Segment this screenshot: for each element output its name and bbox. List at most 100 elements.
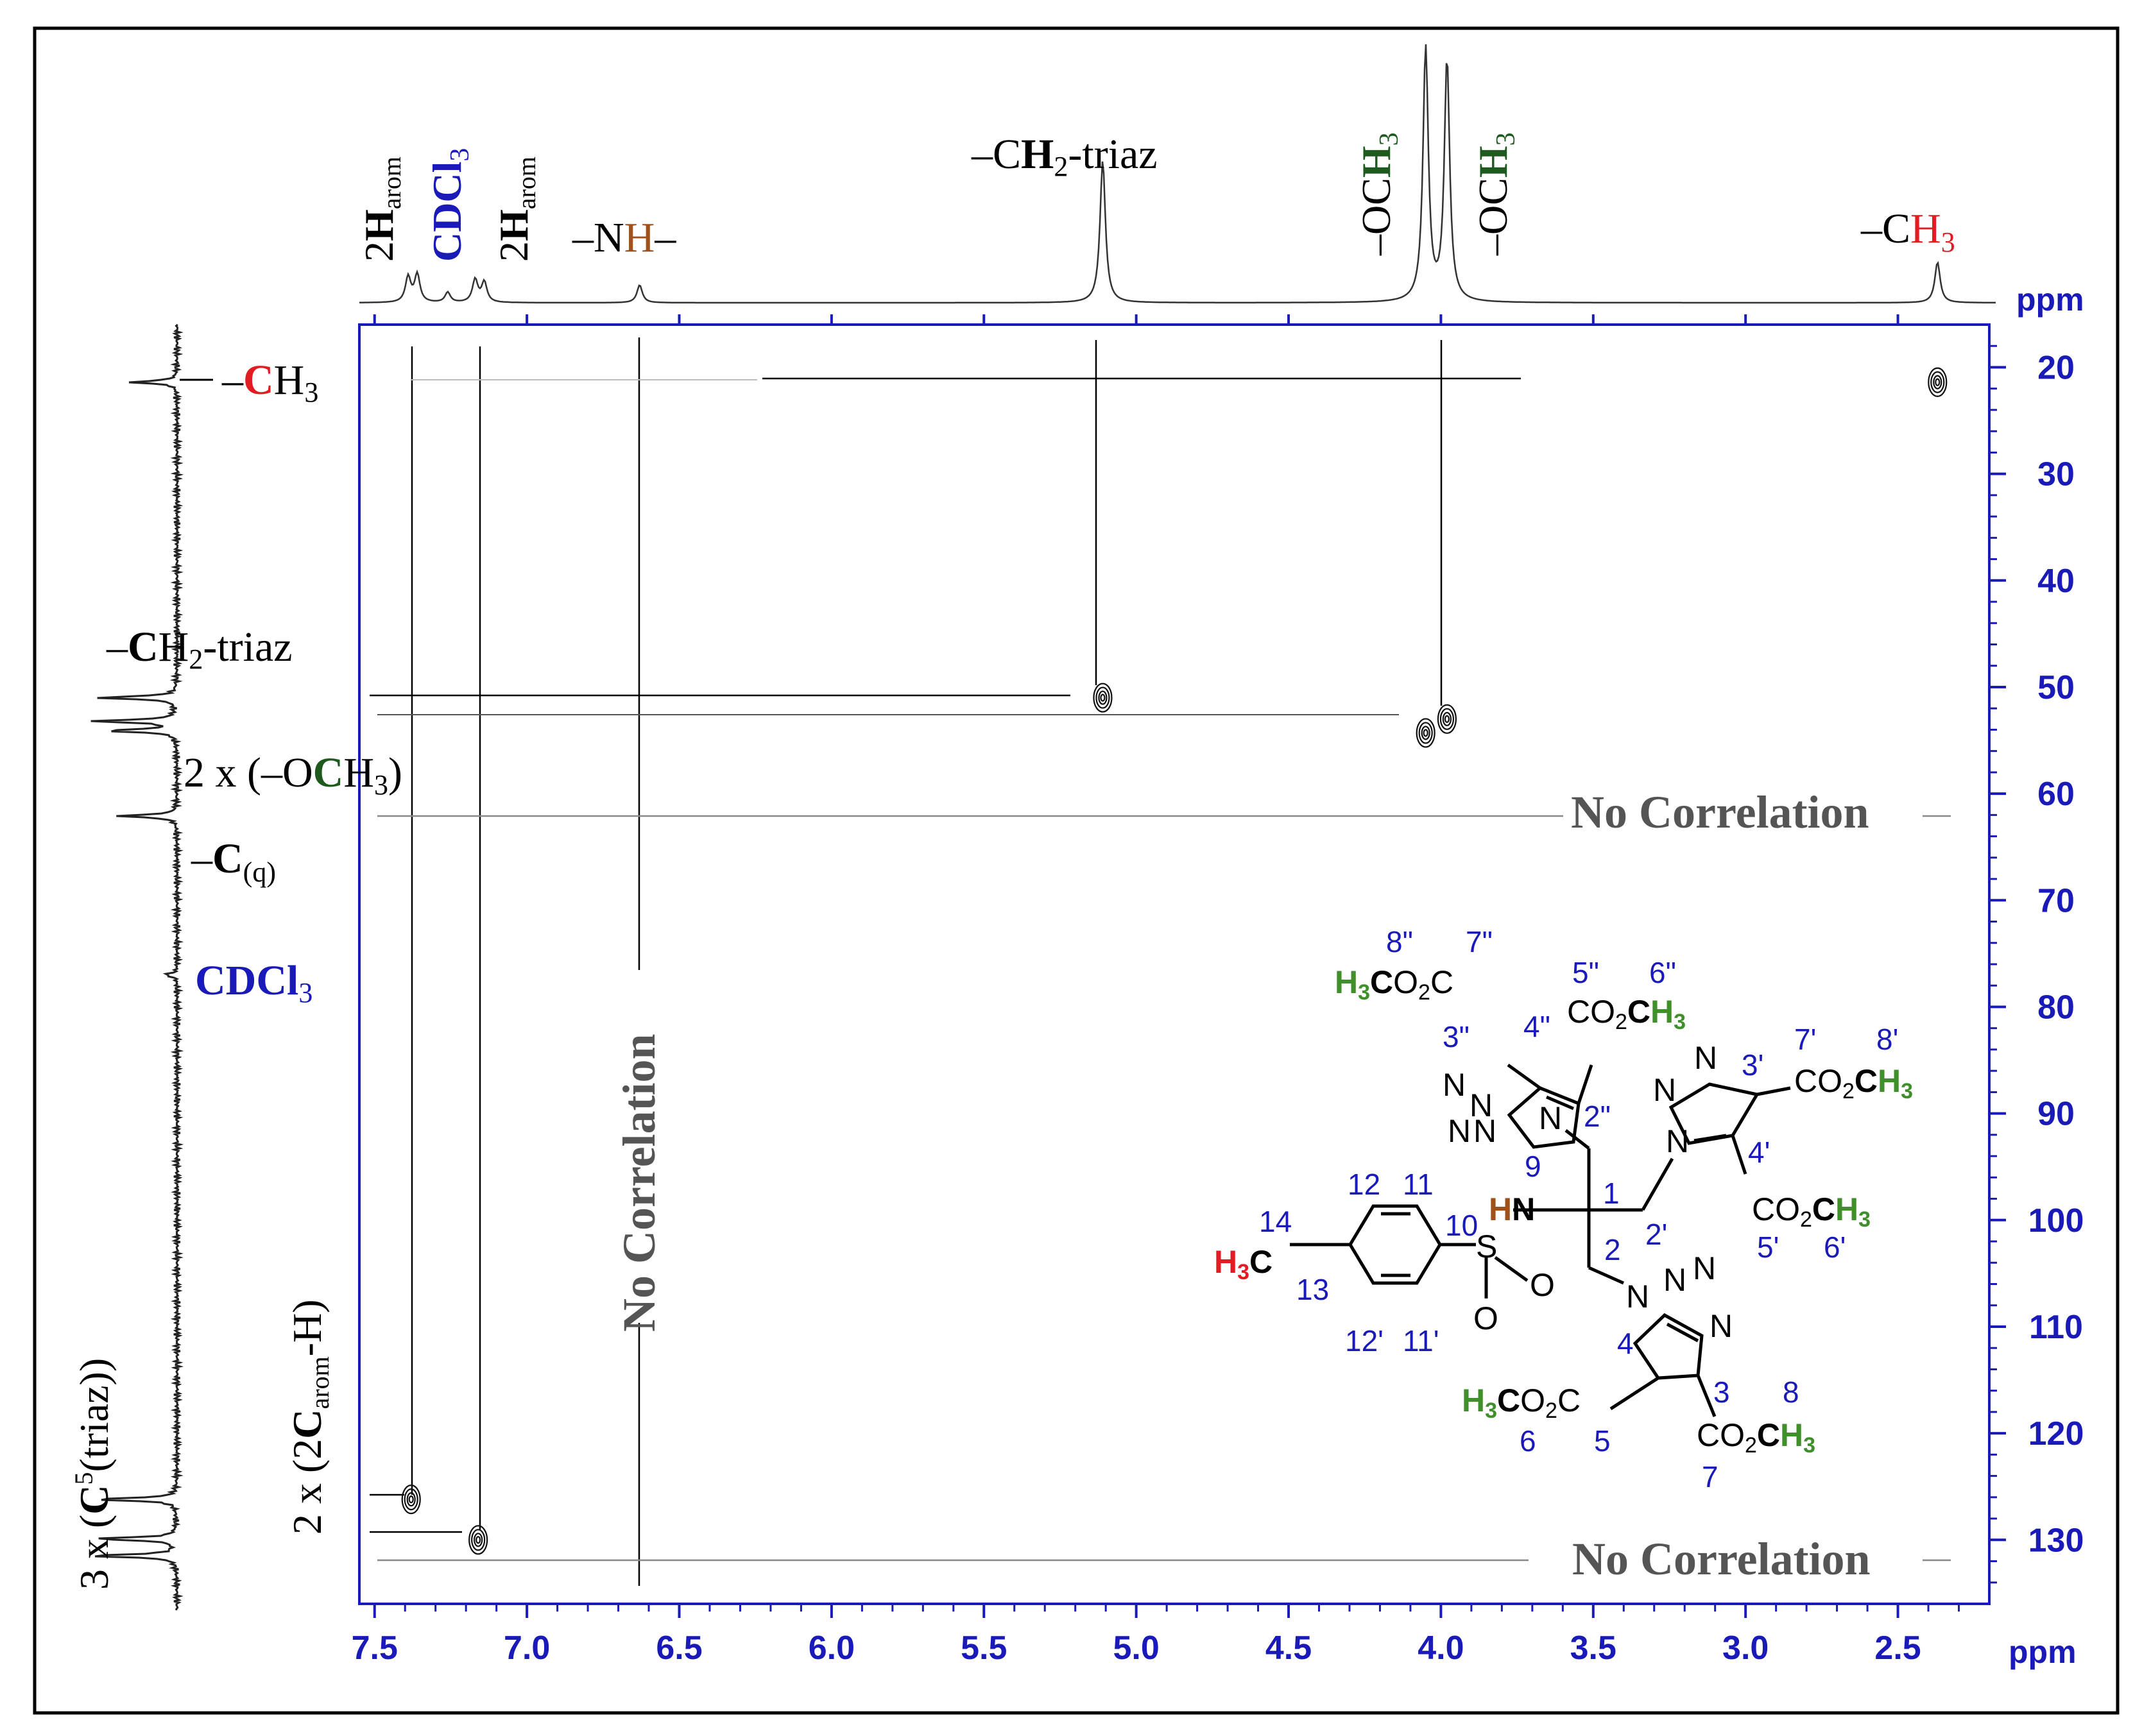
outer-frame — [33, 26, 2120, 1715]
locant: 7' — [1794, 1023, 1816, 1056]
locant: 6 — [1520, 1424, 1536, 1458]
cross-peak-contour — [1930, 371, 1945, 393]
atom-n: N — [1470, 1087, 1493, 1123]
locant: 12' — [1345, 1324, 1384, 1357]
x-tick-label: 7.0 — [504, 1630, 550, 1667]
locant: 5' — [1757, 1230, 1779, 1264]
cross-peak — [1416, 718, 1435, 748]
y-tick-label: 50 — [2037, 669, 2075, 706]
locant: 5 — [1594, 1424, 1611, 1458]
cross-peak — [401, 1485, 421, 1515]
cross-peak-contour — [1933, 375, 1942, 389]
x-tick-label: 6.0 — [809, 1630, 855, 1667]
top-vlabel-och3-1: –OCH3 — [1353, 132, 1404, 256]
x-axis-unit: ppm — [2009, 1634, 2077, 1670]
cross-peak-contour — [1095, 686, 1110, 709]
y-tick-label: 130 — [2028, 1522, 2084, 1559]
left-label-ch3: –CH3 — [221, 357, 318, 408]
cross-peak-contour — [408, 1495, 414, 1504]
top-label-nh: –NH– — [572, 214, 676, 261]
group-h3co2c-top: H3CO2C — [1335, 964, 1453, 1005]
locant: 8" — [1386, 925, 1413, 958]
atom-n: N — [1443, 1067, 1466, 1103]
top-vlabel-och3-2: –OCH3 — [1470, 132, 1521, 256]
y-tick-label: 100 — [2028, 1202, 2084, 1239]
locant: 10 — [1445, 1209, 1478, 1242]
plot-frame — [358, 323, 1991, 1605]
top-label-ch2-triaz: –CH2-triaz — [971, 131, 1158, 182]
correlation-lines — [370, 337, 1951, 1586]
y-tick-label: 40 — [2037, 563, 2075, 600]
locant: 7" — [1466, 925, 1493, 958]
cross-peak-contour — [1418, 722, 1433, 744]
cross-peak-contour — [471, 1529, 486, 1551]
proton-spectrum-trace — [359, 44, 1996, 304]
x-tick-label: 4.0 — [1418, 1630, 1464, 1667]
left-label-cdcl3: CDCl3 — [195, 957, 313, 1008]
group-h3co2c-bottom: H3CO2C — [1462, 1383, 1581, 1423]
top-vlabel-2harom-1: 2Harom — [356, 157, 406, 262]
cross-peak-contour — [406, 1492, 416, 1507]
locant: 6" — [1649, 956, 1676, 989]
atom-n: N — [1626, 1279, 1649, 1315]
group-co2ch3-3: CO2CH3 — [1697, 1417, 1815, 1458]
no-correlation-label-1: No Correlation — [1571, 787, 1869, 838]
atom-n: N — [1693, 1250, 1716, 1286]
cross-peak-contour — [1093, 683, 1113, 713]
atom-n: N — [1448, 1113, 1471, 1149]
x-tick-label: 7.5 — [352, 1630, 398, 1667]
locant: 13 — [1296, 1273, 1329, 1306]
cross-peak-contour — [1098, 690, 1108, 705]
left-label-ch2-triaz: –CH2-triaz — [106, 624, 293, 675]
benzene-ring — [1348, 1204, 1442, 1285]
y-tick-label: 30 — [2037, 456, 2075, 493]
triazole-ring-prime — [1668, 1082, 1760, 1145]
cross-peak-contour — [476, 1536, 481, 1544]
y-tick-label: 110 — [2029, 1309, 2083, 1346]
proton-spectrum — [359, 44, 1996, 304]
molecular-structure — [1290, 1063, 1791, 1417]
y-tick-label: 80 — [2037, 989, 2075, 1026]
cross-peak — [1437, 704, 1457, 734]
cross-peak-contour — [474, 1533, 483, 1547]
cross-peak-contour — [468, 1525, 488, 1555]
carbon-spectrum — [90, 323, 184, 1611]
atom-n: N — [1666, 1123, 1689, 1159]
y-axis-unit: ppm — [2016, 282, 2084, 318]
left-vlabel-carom: 2 x (2Carom-H) — [284, 1299, 334, 1535]
x-axis: 7.5 7.0 6.5 6.0 5.5 5.0 4.5 4.0 3.5 3.0 2.5 — [352, 314, 1960, 1667]
group-hn: HN — [1489, 1191, 1535, 1227]
cross-peak-contour — [1928, 367, 1948, 397]
locant: 3 — [1713, 1375, 1730, 1409]
cross-peak-contour — [1935, 378, 1941, 386]
locant: 3' — [1742, 1048, 1763, 1082]
atom-n: N — [1663, 1262, 1686, 1298]
cross-peak-contour — [1439, 708, 1455, 730]
group-h3c-tolyl: H3C — [1214, 1244, 1273, 1284]
cross-peak-contour — [404, 1488, 418, 1511]
locant: 8 — [1783, 1375, 1799, 1409]
no-correlation-label-2: No Correlation — [1572, 1533, 1871, 1585]
left-label-cq: –C(q) — [191, 835, 276, 888]
atom-n: N — [1473, 1113, 1496, 1149]
x-tick-label: 5.5 — [961, 1630, 1007, 1667]
carbon-spectrum-trace — [90, 323, 184, 1611]
y-tick-label: 60 — [2037, 776, 2075, 813]
cross-peak-contour — [401, 1485, 421, 1515]
group-co2ch3-3p: CO2CH3 — [1794, 1063, 1913, 1103]
x-tick-label: 3.0 — [1722, 1630, 1769, 1667]
locant: 6' — [1824, 1230, 1846, 1264]
triazole-ring-double-prime — [1507, 1086, 1581, 1149]
x-tick-label: 6.5 — [656, 1630, 702, 1667]
cross-peak-contour — [1100, 694, 1106, 702]
top-label-ch3: –CH3 — [1860, 205, 1955, 258]
top-vlabel-2harom-2: 2Harom — [491, 157, 541, 262]
atom-o: O — [1530, 1267, 1555, 1303]
atom-n: N — [1653, 1072, 1676, 1108]
locant: 2 — [1604, 1233, 1621, 1266]
group-co2ch3-5dp: CO2CH3 — [1567, 994, 1686, 1034]
group-co2ch3-4p: CO2CH3 — [1752, 1191, 1871, 1232]
cross-peak-contour — [1437, 704, 1457, 734]
locant: 11 — [1403, 1168, 1434, 1201]
